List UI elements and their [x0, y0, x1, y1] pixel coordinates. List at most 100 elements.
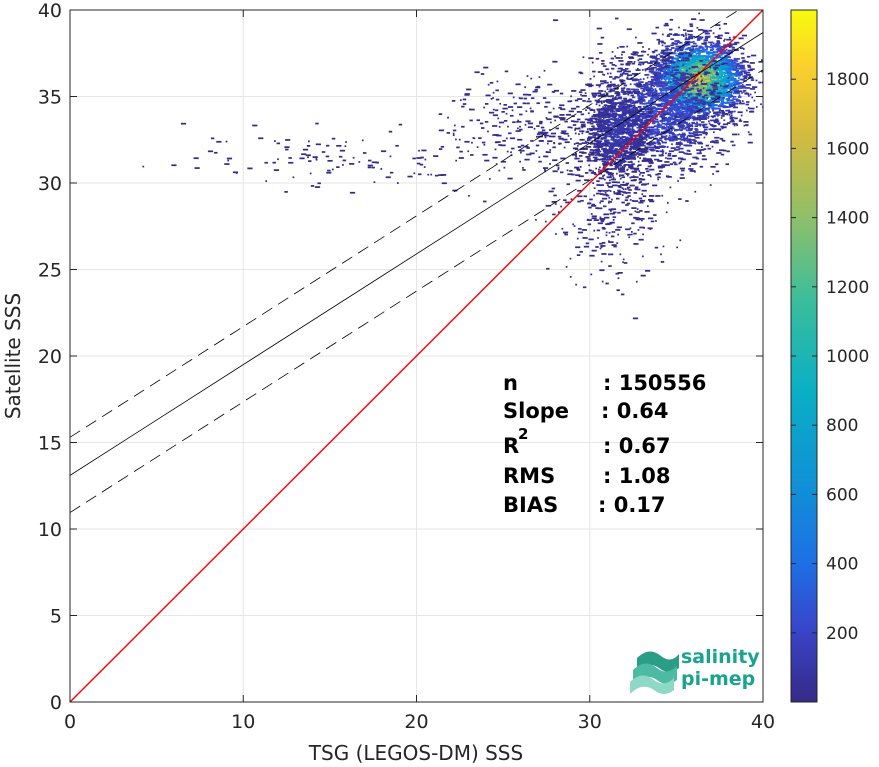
density-cell	[689, 132, 695, 135]
density-cell	[626, 130, 629, 133]
density-cell	[751, 77, 754, 80]
density-cell	[596, 114, 599, 117]
density-cell	[737, 85, 743, 88]
density-cell	[603, 128, 606, 131]
density-cell	[680, 79, 686, 82]
density-cell	[599, 134, 602, 137]
density-cell	[715, 76, 719, 79]
density-cell	[626, 45, 628, 48]
density-cell	[649, 64, 652, 67]
density-cell	[660, 114, 663, 116]
density-cell	[647, 90, 651, 93]
density-cell	[684, 32, 687, 35]
density-cell	[627, 92, 634, 94]
density-cell	[654, 114, 656, 117]
density-cell	[648, 162, 654, 164]
density-cell	[683, 68, 685, 71]
density-cell	[710, 77, 714, 80]
density-cell	[636, 82, 642, 85]
density-cell	[721, 64, 727, 66]
density-cell	[701, 79, 703, 82]
density-cell	[619, 167, 626, 169]
density-cell	[666, 157, 673, 160]
density-cell	[672, 112, 675, 114]
density-cell	[640, 121, 644, 124]
density-cell	[602, 134, 608, 136]
density-cell	[737, 111, 743, 114]
density-cell	[715, 42, 721, 45]
density-cell	[619, 169, 625, 171]
density-cell	[731, 61, 737, 64]
density-cell	[672, 92, 679, 95]
density-cell	[664, 45, 669, 48]
density-cell	[606, 130, 612, 133]
density-cell	[679, 107, 682, 110]
density-cell	[634, 169, 638, 171]
density-cell	[668, 60, 673, 63]
density-cell	[709, 66, 712, 69]
density-cell	[655, 69, 658, 71]
density-cell	[669, 86, 672, 89]
density-cell	[617, 190, 623, 193]
density-cell	[685, 42, 688, 45]
density-cell	[669, 28, 673, 31]
density-cell	[620, 125, 627, 127]
density-cell	[587, 112, 590, 115]
density-cell	[677, 124, 684, 127]
density-cell	[633, 74, 638, 76]
density-cell	[715, 139, 719, 142]
density-cell	[679, 65, 685, 68]
density-cell	[664, 92, 669, 95]
density-cell	[622, 114, 627, 117]
density-cell	[730, 50, 733, 53]
density-cell	[615, 113, 621, 116]
density-cell	[685, 96, 688, 99]
density-cell	[745, 83, 752, 86]
density-cell	[680, 113, 684, 116]
density-cell	[672, 115, 674, 117]
density-cell	[578, 155, 583, 157]
density-cell	[624, 136, 629, 139]
density-cell	[610, 146, 614, 149]
density-cell	[678, 121, 684, 124]
density-cell	[633, 105, 636, 108]
density-cell	[604, 129, 611, 132]
density-cell	[603, 151, 609, 154]
density-cell	[682, 151, 685, 154]
density-cell	[733, 144, 736, 147]
density-cell	[673, 109, 680, 111]
density-cell	[593, 143, 596, 146]
density-cell	[621, 127, 626, 130]
density-cell	[722, 80, 726, 83]
density-cell	[713, 70, 716, 72]
density-cell	[718, 97, 720, 100]
density-cell	[728, 78, 735, 81]
density-cell	[670, 92, 674, 95]
density-cell	[607, 145, 610, 147]
density-cell	[601, 148, 607, 150]
density-cell	[737, 133, 740, 136]
density-cell	[635, 36, 637, 39]
density-cell	[650, 136, 655, 139]
density-cell	[657, 133, 660, 136]
density-cell	[682, 133, 687, 136]
density-cell	[584, 92, 587, 95]
density-cell	[652, 121, 654, 124]
density-cell	[586, 128, 589, 130]
density-cell	[684, 76, 691, 79]
density-cell	[712, 32, 715, 35]
density-cell	[745, 103, 749, 106]
density-cell	[659, 55, 664, 57]
density-cell	[661, 164, 667, 166]
density-cell	[693, 105, 699, 108]
density-cell	[685, 65, 689, 68]
density-cell	[676, 41, 681, 44]
density-cell	[745, 109, 748, 112]
density-cell	[685, 139, 691, 142]
density-cell	[683, 94, 689, 96]
density-cell	[626, 158, 628, 161]
density-cell	[721, 101, 724, 104]
density-cell	[705, 73, 710, 75]
density-cell	[669, 88, 676, 91]
density-cell	[655, 89, 658, 92]
